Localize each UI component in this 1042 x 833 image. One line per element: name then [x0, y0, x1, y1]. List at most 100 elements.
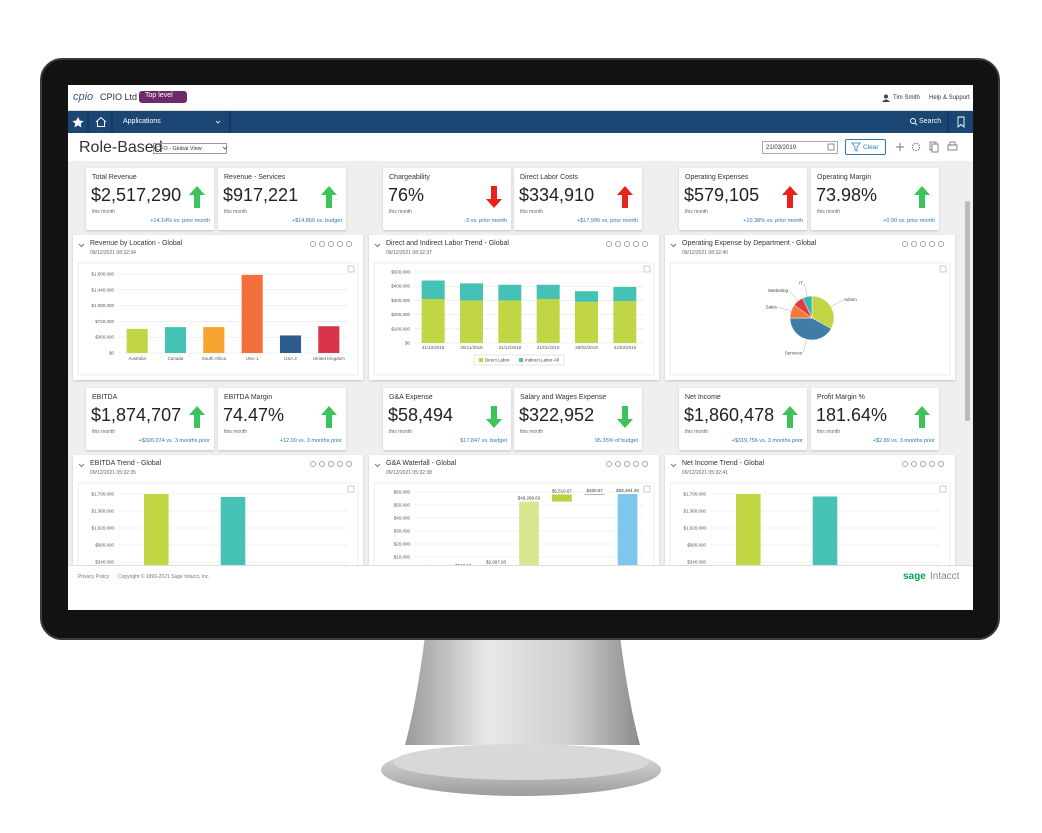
- privacy-link[interactable]: Privacy Policy: [78, 574, 110, 580]
- bookmark-icon[interactable]: [957, 116, 965, 128]
- home-icon[interactable]: [95, 116, 107, 127]
- clear-button[interactable]: Clear: [845, 139, 886, 155]
- widget-tool-icon[interactable]: [929, 461, 935, 467]
- scrollbar[interactable]: [965, 201, 970, 421]
- widget-tool-icon[interactable]: [642, 241, 648, 247]
- widget-tool-icon[interactable]: [633, 241, 639, 247]
- widget-tool-icon[interactable]: [606, 241, 612, 247]
- entity-badge[interactable]: Top level: [139, 91, 187, 103]
- kpi-card: EBITDA Margin 74.47% this month +12.00 vs. …: [218, 388, 346, 450]
- widget-tool-icon[interactable]: [911, 241, 917, 247]
- kpi-card: Operating Margin 73.98% this month +0.90 vs…: [811, 168, 939, 230]
- widget-tool-icon[interactable]: [606, 461, 612, 467]
- search-icon: [914, 122, 918, 126]
- view-select[interactable]: CFO - Global View: [153, 143, 227, 154]
- collapse-caret[interactable]: [78, 463, 85, 468]
- y-tick-label: $720,000: [95, 319, 114, 324]
- kpi-arrow-box: [321, 186, 337, 208]
- widget-tool-icon[interactable]: [346, 461, 352, 467]
- widget-tool-icon[interactable]: [902, 461, 908, 467]
- widget-tool-icon[interactable]: [310, 241, 316, 247]
- widget-tool-icon[interactable]: [920, 241, 926, 247]
- kpi-card: Total Revenue $2,517,290 this month +14.14%…: [86, 168, 214, 230]
- help-link[interactable]: Help & Support: [929, 95, 970, 101]
- widget-tool-icon[interactable]: [319, 461, 325, 467]
- kpi-card: Net Income $1,860,478 this month +$319,756 …: [679, 388, 807, 450]
- widget-timestamp: 09/12/2021 08:32:34: [90, 250, 136, 256]
- kpi-change: +10.38% vs. prior month: [743, 218, 803, 224]
- kpi-period: this month: [520, 209, 544, 215]
- kpi-title: Profit Margin %: [817, 394, 865, 401]
- kpi-period: this month: [92, 429, 116, 435]
- widget-tool-icon[interactable]: [938, 461, 944, 467]
- collapse-caret[interactable]: [670, 463, 677, 468]
- y-tick-label: $680,000: [687, 543, 706, 548]
- chart-frame: [373, 262, 655, 376]
- widget-tool-icon[interactable]: [337, 241, 343, 247]
- print-icon[interactable]: [947, 144, 958, 151]
- widget-tool-icon[interactable]: [911, 461, 917, 467]
- kpi-change: +0.90 vs. prior month: [883, 218, 935, 224]
- chart-frame: [669, 262, 951, 376]
- y-tick-label: $1,020,000: [683, 526, 706, 531]
- stand-neck: [405, 636, 640, 745]
- widget-tool-icon[interactable]: [310, 461, 316, 467]
- user-name[interactable]: Tim Smith: [893, 95, 920, 101]
- widget-tool-icon[interactable]: [929, 241, 935, 247]
- widget-title: Net Income Trend - Global: [682, 460, 765, 467]
- legend-swatch: [519, 358, 523, 362]
- kpi-period: this month: [817, 209, 841, 215]
- footer: Privacy Policy Copyright © 1999-2021 Sag…: [68, 565, 973, 610]
- collapse-caret[interactable]: [374, 243, 381, 248]
- bar-segment: [421, 280, 445, 299]
- print-icon[interactable]: [949, 141, 956, 146]
- favorites-icon[interactable]: [72, 117, 84, 128]
- calendar-icon[interactable]: [827, 143, 835, 151]
- widget-chart: $0 $100,000 $200,000 $300,000 $400,000 $500,0…: [373, 241, 655, 376]
- add-icon[interactable]: [896, 143, 904, 151]
- bar: [220, 497, 246, 565]
- settings-icon[interactable]: [911, 142, 921, 152]
- widget-tool-icon[interactable]: [642, 461, 648, 467]
- widget-tool-icon[interactable]: [938, 241, 944, 247]
- widget-tool-icon[interactable]: [615, 461, 621, 467]
- y-tick-label: $40,000: [394, 516, 411, 521]
- kpi-value: $2,517,290: [91, 185, 182, 205]
- menu-caret: [215, 120, 221, 124]
- x-tick-label: 31/10/2018: [422, 345, 445, 350]
- widget-tool-icon[interactable]: [902, 241, 908, 247]
- widget-tool-icon[interactable]: [328, 241, 334, 247]
- kpi-title: Salary and Wages Expense: [520, 394, 607, 401]
- pie-slice: [802, 295, 813, 319]
- x-tick-label: 28/02/2019: [575, 345, 598, 350]
- collapse-caret[interactable]: [374, 463, 381, 468]
- collapse-caret[interactable]: [670, 243, 677, 248]
- widget-tool-icon[interactable]: [624, 461, 630, 467]
- widget-tool-icon[interactable]: [633, 461, 639, 467]
- widget-tool-icon[interactable]: [319, 241, 325, 247]
- widget-tool-icon[interactable]: [624, 241, 630, 247]
- collapse-caret[interactable]: [78, 243, 85, 248]
- widget-tool-icon[interactable]: [328, 461, 334, 467]
- y-tick-label: $60,000: [394, 490, 411, 495]
- copy-icon[interactable]: [931, 143, 939, 153]
- kpi-arrow-box: [486, 406, 502, 428]
- bar-segment: [575, 291, 598, 302]
- kpi-title: Direct Labor Costs: [520, 174, 578, 181]
- widget-tool-icon[interactable]: [615, 241, 621, 247]
- bar: [736, 494, 761, 565]
- product: Intacct: [930, 571, 960, 582]
- pie-label: IT: [799, 280, 803, 285]
- kpi-change: +$17,996 vs. prior month: [577, 218, 638, 224]
- widget-title: Operating Expense by Department - Global: [682, 240, 817, 247]
- pie-label: Admin: [844, 297, 857, 302]
- kpi-value: $1,874,707: [91, 405, 182, 425]
- widget-tool-icon[interactable]: [337, 461, 343, 467]
- search-button[interactable]: Search: [919, 118, 942, 125]
- date-input[interactable]: 21/03/2019: [762, 141, 838, 154]
- kpi-title: EBITDA: [92, 394, 118, 401]
- applications-menu[interactable]: Applications: [123, 118, 161, 125]
- widget-tool-icon[interactable]: [346, 241, 352, 247]
- widget-tool-icon[interactable]: [920, 461, 926, 467]
